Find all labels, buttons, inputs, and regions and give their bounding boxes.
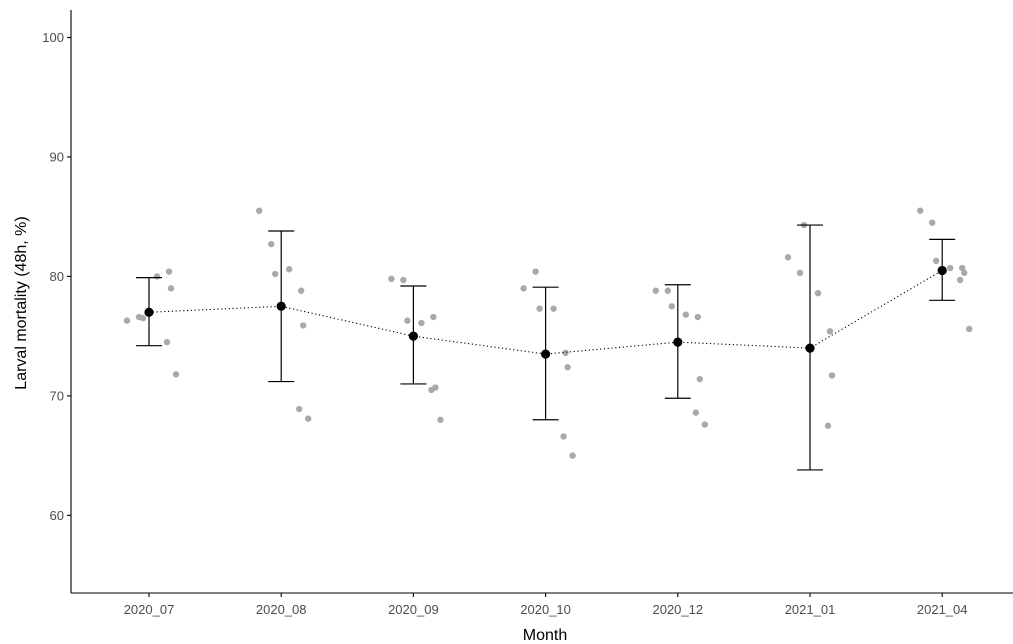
observation-point — [153, 273, 161, 280]
x-tick-label: 2020_12 — [652, 602, 703, 617]
error-bars — [136, 224, 956, 471]
mean-points — [144, 265, 947, 359]
observation-point — [652, 287, 659, 294]
observation-point — [305, 415, 312, 422]
y-tick-label: 100 — [42, 30, 64, 45]
y-ticks: 60 70 80 90 100 — [42, 30, 71, 523]
observation-point — [694, 313, 701, 321]
observation-point — [520, 285, 527, 292]
observation-point — [256, 207, 263, 214]
y-tick-label: 70 — [50, 388, 64, 403]
observation-point — [784, 254, 792, 261]
observation-point — [959, 264, 966, 272]
x-axis-title: Month — [523, 627, 567, 644]
mean-point — [673, 337, 683, 347]
observation-point — [569, 452, 576, 459]
observation-point — [532, 268, 539, 275]
mean-point — [408, 331, 418, 341]
mean-point — [144, 307, 154, 317]
observation-point — [428, 386, 435, 394]
observation-point — [701, 421, 708, 428]
observation-point — [300, 322, 307, 329]
observation-point — [824, 422, 832, 429]
mean-point — [276, 301, 286, 311]
observation-point — [668, 303, 675, 310]
mean-point — [541, 349, 551, 359]
observation-point — [418, 319, 425, 327]
observation-point — [814, 289, 822, 297]
observation-point — [560, 433, 567, 440]
observation-point — [437, 416, 444, 423]
observation-point — [796, 269, 804, 277]
observation-point — [957, 276, 964, 284]
x-tick-label: 2020_07 — [124, 602, 175, 617]
observation-point — [664, 287, 671, 294]
observation-point — [929, 219, 936, 226]
observation-point — [172, 371, 180, 378]
y-tick-label: 80 — [50, 269, 64, 284]
y-axis-title: Larval mortality (48h, %) — [13, 216, 30, 389]
observation-point — [947, 264, 954, 272]
observation-point — [388, 275, 395, 283]
x-tick-label: 2020_10 — [520, 602, 571, 617]
mean-point — [805, 343, 815, 353]
observation-point — [550, 305, 557, 312]
x-tick-label: 2020_09 — [388, 602, 439, 617]
observation-point — [296, 405, 303, 413]
observation-point — [272, 270, 279, 278]
observation-point — [562, 349, 569, 357]
observation-points — [123, 207, 973, 459]
observation-point — [692, 409, 699, 416]
observation-point — [165, 268, 173, 275]
observation-point — [536, 305, 543, 312]
observation-point — [123, 317, 131, 324]
observation-point — [298, 287, 305, 294]
observation-point — [682, 311, 689, 318]
observation-point — [139, 315, 147, 322]
y-tick-label: 60 — [50, 508, 64, 523]
x-tick-label: 2021_04 — [917, 602, 968, 617]
observation-point — [400, 276, 407, 284]
observation-point — [268, 240, 275, 248]
observation-point — [167, 285, 175, 292]
observation-point — [286, 266, 293, 273]
observation-point — [404, 317, 411, 324]
observation-point — [917, 207, 924, 214]
observation-point — [430, 313, 437, 321]
observation-point — [966, 325, 973, 333]
y-tick-label: 90 — [50, 149, 64, 164]
observation-point — [828, 372, 836, 379]
axes — [70, 10, 1013, 594]
mean-point — [937, 265, 947, 276]
observation-point — [826, 328, 834, 335]
observation-point — [933, 257, 940, 265]
x-tick-label: 2021_01 — [785, 602, 836, 617]
observation-point — [564, 364, 571, 371]
x-ticks: 2020_07 2020_08 2020_09 2020_10 2020_12 2021_… — [124, 593, 968, 617]
observation-point — [163, 338, 171, 346]
x-tick-label: 2020_08 — [256, 602, 307, 617]
observation-point — [961, 269, 968, 277]
observation-point — [696, 375, 703, 383]
